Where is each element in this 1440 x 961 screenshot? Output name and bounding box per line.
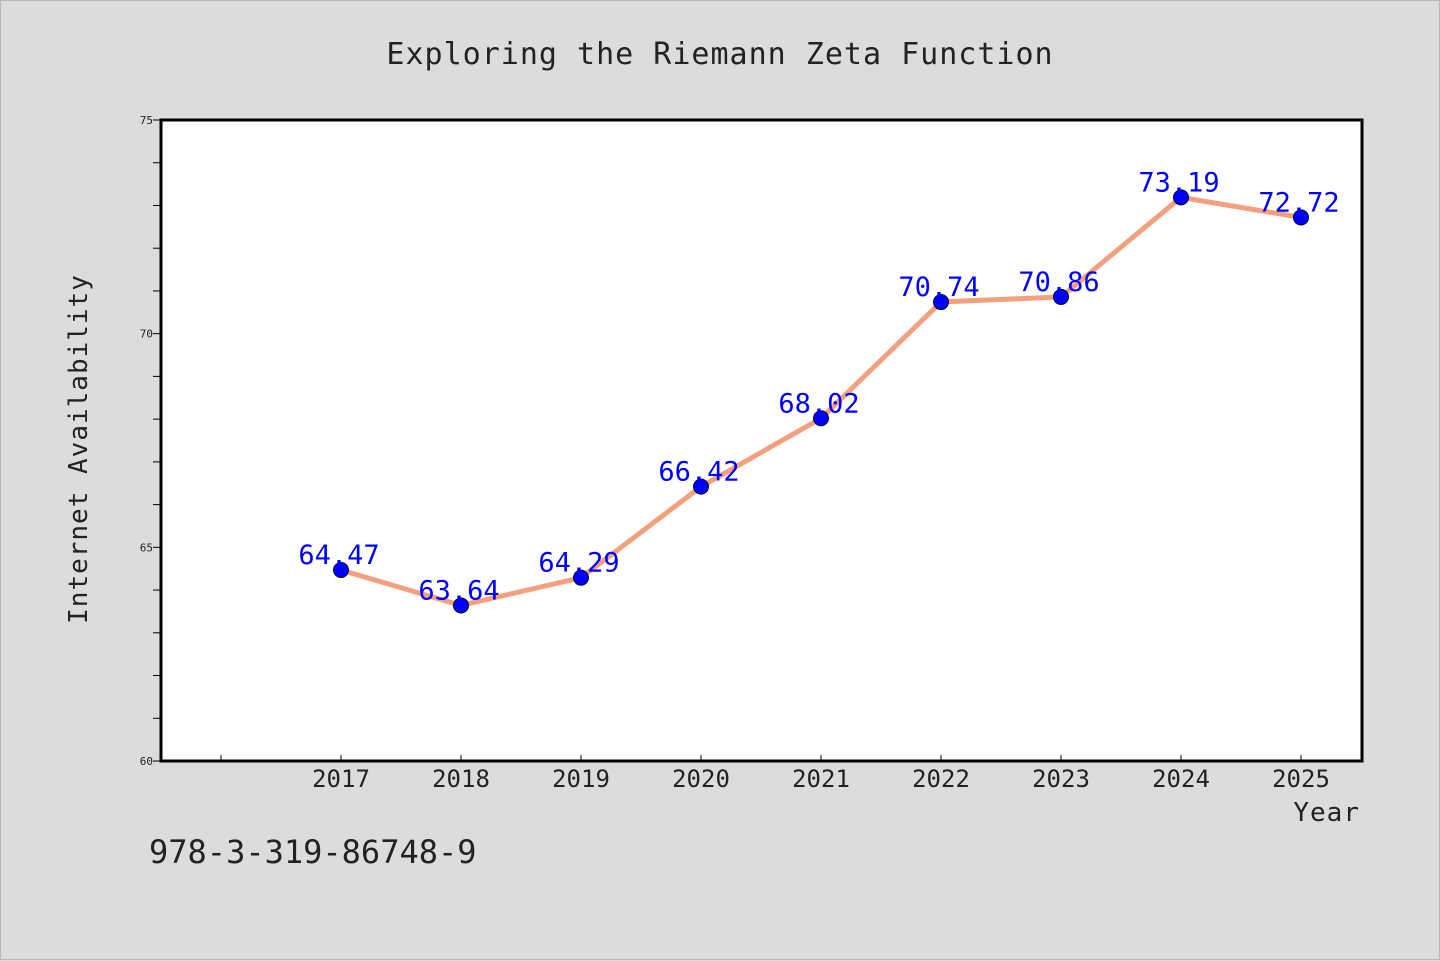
y-tick-label: 60	[140, 755, 153, 768]
data-point	[1053, 288, 1069, 305]
x-tick-label: 2018	[432, 765, 490, 793]
data-label: 63.64	[418, 575, 499, 606]
data-point	[333, 561, 349, 578]
data-point	[1293, 209, 1309, 226]
plot-area	[159, 118, 1364, 763]
x-tick-label: 2022	[912, 765, 970, 793]
x-tick-label: 2025	[1272, 765, 1330, 793]
data-label: 66.42	[658, 457, 739, 488]
x-tick-label: 2021	[792, 765, 850, 793]
data-label: 64.47	[298, 540, 379, 571]
x-tick-label: 2024	[1152, 765, 1210, 793]
series-layer: 64.47 63.64 64.29 66.42 68.02 70.74 70.86 73.19…	[298, 167, 1340, 614]
y-axis-label: Internet Availability	[64, 274, 94, 624]
x-tick-label: 2017	[312, 765, 370, 793]
x-tick-label: 2023	[1032, 765, 1090, 793]
y-tick-label: 65	[140, 541, 153, 554]
data-label: 72.72	[1258, 187, 1339, 218]
isbn-text: 978-3-319-86748-9	[149, 833, 477, 871]
y-axis: 60 65 70 75	[140, 114, 161, 768]
x-axis: 2017 2018 2019 2020 2021 2022 2023 2024 2025	[220, 755, 1330, 793]
x-tick-label: 2019	[552, 765, 610, 793]
data-point	[813, 410, 829, 427]
data-label: 73.19	[1138, 167, 1219, 198]
data-label: 64.29	[538, 548, 619, 579]
data-label: 68.02	[778, 388, 859, 419]
data-point	[933, 294, 949, 311]
y-tick-label: 75	[140, 114, 153, 127]
x-axis-label: Year	[1293, 798, 1360, 828]
data-point	[693, 478, 709, 495]
x-tick-label: 2020	[672, 765, 730, 793]
data-label: 70.74	[898, 272, 979, 303]
data-point	[1173, 189, 1189, 206]
data-point	[573, 569, 589, 586]
y-tick-label: 70	[140, 328, 153, 341]
data-label: 70.86	[1018, 267, 1099, 298]
data-point	[453, 597, 469, 614]
chart-title: Exploring the Riemann Zeta Function	[386, 37, 1053, 72]
